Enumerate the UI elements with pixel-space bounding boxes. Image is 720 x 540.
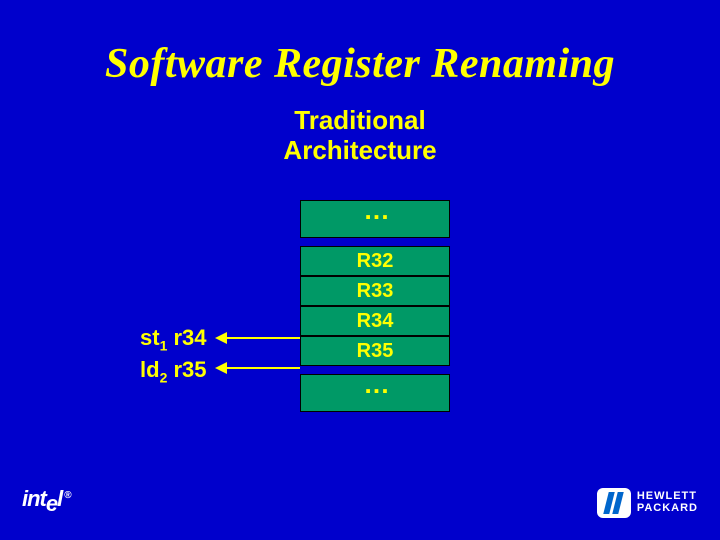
intel-logo: intel® — [22, 486, 71, 512]
arrow-to-r35 — [225, 367, 300, 369]
slide-title: Software Register Renaming — [0, 0, 720, 88]
instruction-ld: ld2 r35 — [140, 355, 207, 387]
box-r33: R33 — [300, 276, 450, 306]
subtitle-line2: Architecture — [283, 135, 436, 165]
box-r35: R35 — [300, 336, 450, 366]
box-dots-bottom: . . . — [300, 374, 450, 412]
hp-text: HEWLETT PACKARD — [637, 491, 698, 514]
register-stack: . . . R32 R33 R34 R35 . . . — [300, 200, 450, 412]
box-dots-top: . . . — [300, 200, 450, 238]
arrow-to-r34 — [225, 337, 300, 339]
slide-subtitle: Traditional Architecture — [0, 106, 720, 166]
hp-icon — [597, 488, 631, 518]
instruction-st: st1 r34 — [140, 323, 207, 355]
instruction-list: st1 r34 ld2 r35 — [140, 323, 207, 388]
box-r34: R34 — [300, 306, 450, 336]
box-r32: R32 — [300, 246, 450, 276]
hp-logo: HEWLETT PACKARD — [597, 488, 698, 518]
subtitle-line1: Traditional — [294, 105, 425, 135]
